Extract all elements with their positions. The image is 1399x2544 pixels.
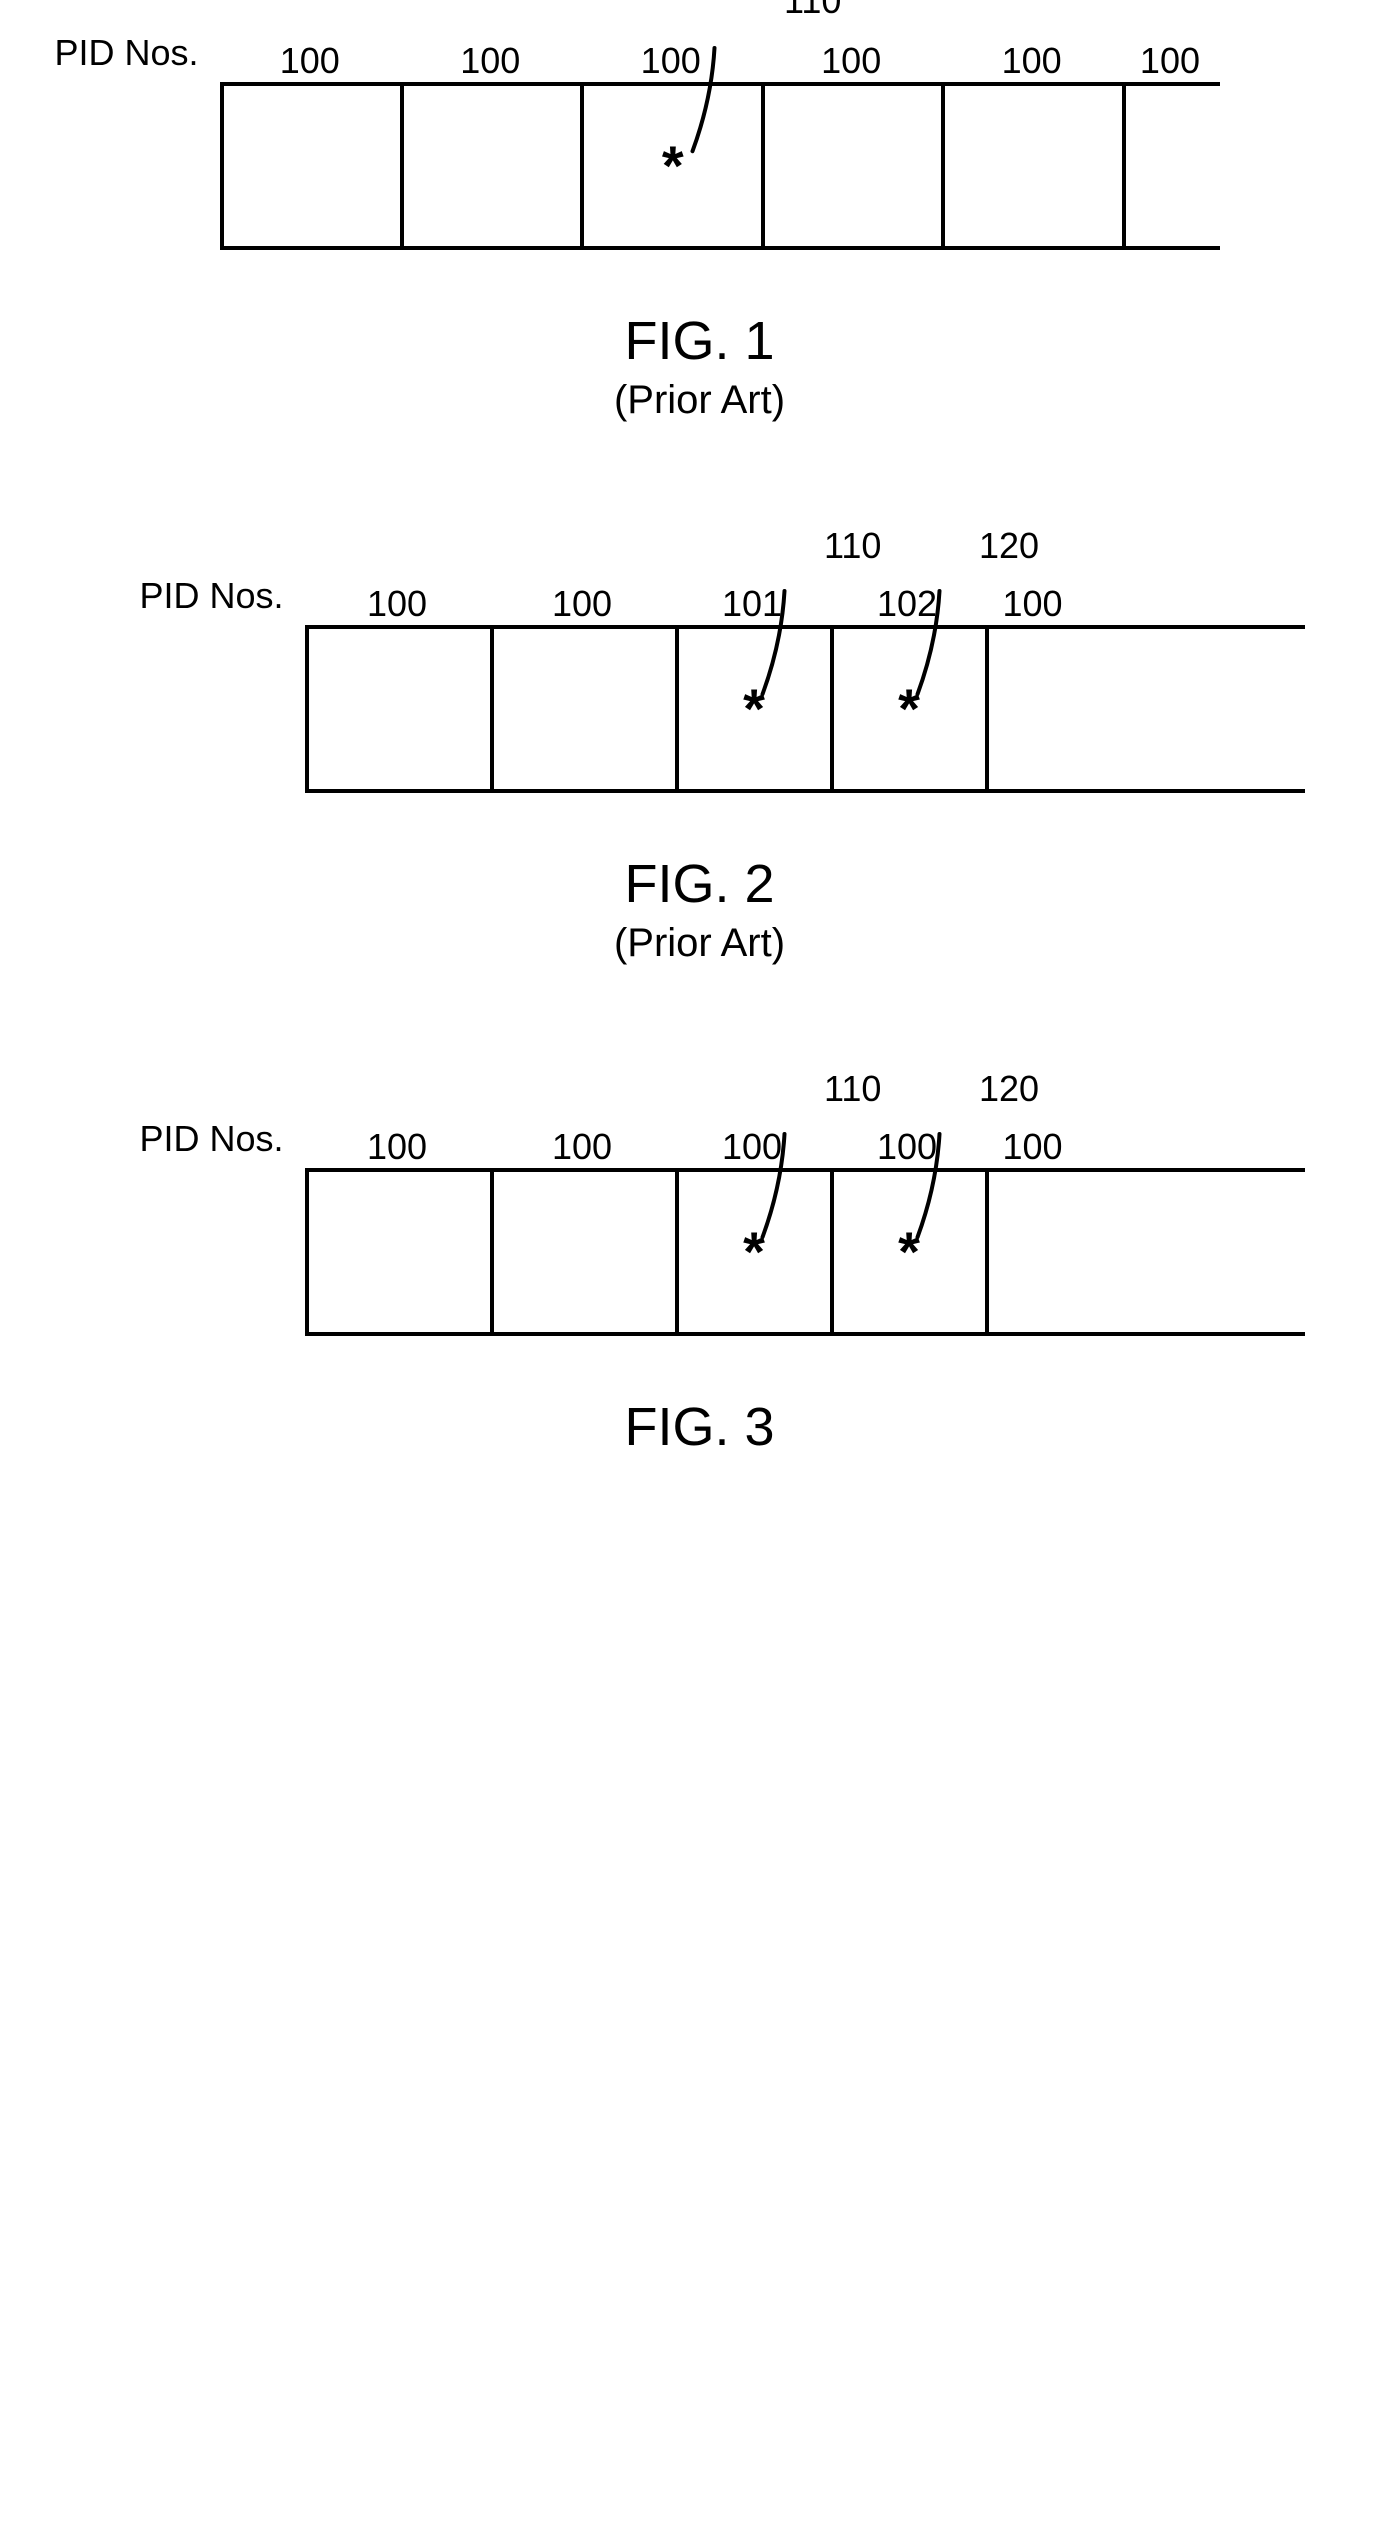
packet-cell: *: [675, 629, 830, 789]
pid-label: 101: [675, 583, 830, 625]
pid-labels: 100 100 100 100 100: [305, 1126, 1305, 1168]
marker-star: *: [898, 1224, 920, 1280]
pid-label: 100: [985, 583, 1115, 625]
packet-cell: [985, 629, 1115, 789]
callout-label: 120: [979, 1068, 1039, 1110]
pid-label: 100: [580, 40, 760, 82]
packet-boxes: *: [220, 82, 1220, 250]
callout-label: 110: [824, 525, 881, 567]
packet-cell: [305, 629, 490, 789]
caption-subtitle: (Prior Art): [200, 378, 1200, 423]
pid-labels: 100 100 101 102 100: [305, 583, 1305, 625]
packet-cell: [941, 86, 1121, 246]
pid-label: 100: [1122, 40, 1220, 82]
pid-label: 100: [675, 1126, 830, 1168]
pid-value: 100: [552, 1126, 612, 1167]
fig2: PID Nos.100100101102100**110120FIG. 2(Pr…: [200, 583, 1200, 966]
pid-value: 100: [821, 40, 881, 81]
pid-label: 100: [941, 40, 1121, 82]
packet-cell: [985, 1172, 1115, 1332]
packet-cell: [220, 86, 400, 246]
packet-stream: PID Nos.100100100100100**110120: [305, 1126, 1305, 1336]
marker-star: *: [898, 681, 920, 737]
pid-label: 100: [305, 1126, 490, 1168]
packet-boxes: **: [305, 625, 1305, 793]
pid-value: 100: [460, 40, 520, 81]
packet-stream: PID Nos.100100101102100**110120: [305, 583, 1305, 793]
packet-cell: *: [675, 1172, 830, 1332]
marker-star: *: [662, 138, 684, 194]
packet-stream: PID Nos.100100100100100100*110: [220, 40, 1220, 250]
figure-caption: FIG. 2 (Prior Art): [200, 853, 1200, 966]
caption-title: FIG. 2: [200, 853, 1200, 915]
caption-title: FIG. 3: [200, 1396, 1200, 1458]
row-label: PID Nos.: [55, 32, 199, 74]
caption-title: FIG. 1: [200, 310, 1200, 372]
marker-star: *: [743, 681, 765, 737]
caption-subtitle: (Prior Art): [200, 921, 1200, 966]
pid-label: 100: [305, 583, 490, 625]
pid-label: 100: [400, 40, 580, 82]
packet-cell: [761, 86, 941, 246]
callout-label: 110: [784, 0, 841, 22]
packet-cell: *: [830, 629, 985, 789]
pid-value: 100: [877, 1126, 937, 1167]
pid-value: 100: [985, 583, 1063, 624]
pid-label: 100: [490, 1126, 675, 1168]
marker-star: *: [743, 1224, 765, 1280]
packet-cell: [305, 1172, 490, 1332]
packet-cell: [1122, 86, 1220, 246]
pid-label: 100: [761, 40, 941, 82]
row-label: PID Nos.: [140, 1118, 284, 1160]
pid-label: 100: [985, 1126, 1115, 1168]
pid-value: 101: [722, 583, 782, 624]
pid-value: 100: [367, 583, 427, 624]
packet-cell: [490, 629, 675, 789]
pid-value: 100: [985, 1126, 1063, 1167]
row-label: PID Nos.: [140, 575, 284, 617]
callout-label: 110: [824, 1068, 881, 1110]
fig3: PID Nos.100100100100100**110120FIG. 3: [200, 1126, 1200, 1458]
packet-cell: *: [830, 1172, 985, 1332]
pid-value: 102: [877, 583, 937, 624]
pid-value: 100: [722, 1126, 782, 1167]
packet-cell: [490, 1172, 675, 1332]
fig1: PID Nos.100100100100100100*110FIG. 1(Pri…: [200, 40, 1200, 423]
pid-label: 100: [490, 583, 675, 625]
pid-label: 100: [220, 40, 400, 82]
pid-label: 100: [830, 1126, 985, 1168]
figure-caption: FIG. 1 (Prior Art): [200, 310, 1200, 423]
pid-value: 100: [280, 40, 340, 81]
callout-label: 120: [979, 525, 1039, 567]
pid-label: 102: [830, 583, 985, 625]
pid-value: 100: [552, 583, 612, 624]
figure-caption: FIG. 3: [200, 1396, 1200, 1458]
pid-value: 100: [1002, 40, 1062, 81]
packet-cell: [400, 86, 580, 246]
packet-cell: *: [580, 86, 760, 246]
pid-labels: 100 100 100 100 100 100: [220, 40, 1220, 82]
pid-value: 100: [641, 40, 701, 81]
pid-value: 100: [1122, 40, 1200, 81]
packet-boxes: **: [305, 1168, 1305, 1336]
pid-value: 100: [367, 1126, 427, 1167]
